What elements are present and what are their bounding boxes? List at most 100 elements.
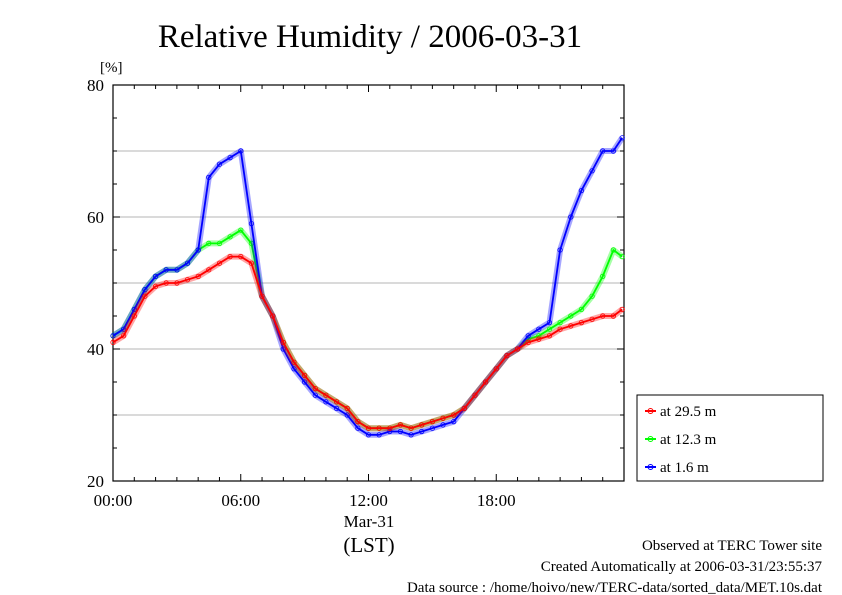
series-point <box>184 277 191 283</box>
series-point <box>482 379 489 385</box>
series-point <box>451 412 457 418</box>
legend-label: at 29.5 m <box>660 404 717 420</box>
series-point <box>536 333 542 339</box>
series-point <box>184 260 191 266</box>
series-point <box>238 148 244 154</box>
series-point <box>568 214 574 220</box>
series-point <box>323 392 329 398</box>
series-point <box>344 405 350 411</box>
x-tick-label: 12:00 <box>349 491 388 510</box>
x-axis-ticks: 00:00 06:00 12:00 18:00 <box>94 85 604 510</box>
series-point <box>238 227 244 233</box>
series-point <box>131 313 137 319</box>
series-point <box>451 418 457 425</box>
y-tick-label: 40 <box>87 340 104 359</box>
series-band <box>111 253 625 432</box>
series-point <box>174 267 180 273</box>
series-point <box>344 412 350 418</box>
series-point <box>419 428 425 435</box>
series-point <box>600 148 606 154</box>
series-line <box>112 255 623 430</box>
x-axis-label: (LST) <box>343 533 394 557</box>
footer-created: Created Automatically at 2006-03-31/23:5… <box>541 559 823 575</box>
legend-box <box>636 394 824 482</box>
series-point <box>323 399 329 405</box>
series-point <box>376 425 382 431</box>
x-axis-date-label: Mar-31 <box>344 512 395 531</box>
legend-label: at 12.3 m <box>660 432 717 448</box>
series-point <box>142 286 148 293</box>
series-point <box>557 326 563 332</box>
series-point <box>589 168 595 174</box>
series-point <box>504 352 510 359</box>
series-point <box>387 425 393 431</box>
series-point <box>578 188 585 194</box>
series-point <box>397 428 403 435</box>
series-point <box>546 326 553 332</box>
x-tick-label: 06:00 <box>221 491 260 510</box>
legend-marker <box>647 436 654 442</box>
series-point <box>206 174 212 180</box>
x-tick-label: 18:00 <box>477 491 516 510</box>
series-point <box>440 422 446 428</box>
series-point <box>568 323 574 329</box>
series-point <box>355 418 361 425</box>
series-point <box>365 425 372 431</box>
series-point <box>163 280 169 286</box>
series-point <box>387 428 393 435</box>
series-point <box>301 379 308 385</box>
series-point <box>610 313 617 319</box>
y-tick-label: 80 <box>87 76 104 95</box>
series-point <box>153 273 159 279</box>
legend-marker <box>647 408 654 414</box>
series-point <box>429 418 435 425</box>
series-point <box>195 273 201 279</box>
chart-title: Relative Humidity / 2006-03-31 <box>158 19 582 55</box>
series-point <box>376 432 382 438</box>
series-point <box>619 254 625 260</box>
series-point <box>174 280 180 286</box>
series-point <box>206 240 212 246</box>
x-tick-label: 00:00 <box>94 491 133 510</box>
series-point <box>280 339 286 345</box>
series-point <box>248 221 254 227</box>
series-point <box>163 267 169 273</box>
series-point <box>121 326 127 332</box>
series-point <box>238 254 244 260</box>
series-point <box>525 333 531 339</box>
series-point <box>333 405 340 411</box>
series-point <box>153 283 159 289</box>
series-point <box>557 247 563 253</box>
gridlines <box>113 150 624 416</box>
series-point <box>536 326 542 332</box>
series-point <box>578 306 585 312</box>
series-point <box>270 313 276 319</box>
series-point <box>280 346 286 352</box>
series-point <box>312 392 318 398</box>
y-tick-label: 20 <box>87 472 104 491</box>
series-point <box>121 333 127 339</box>
y-tick-label: 60 <box>87 208 104 227</box>
series-point <box>216 240 223 246</box>
series-point <box>600 273 606 279</box>
series-point <box>259 293 265 299</box>
series-point <box>546 319 553 326</box>
series-point <box>195 247 201 253</box>
series-point <box>546 333 553 339</box>
series-point <box>589 293 595 299</box>
series-point <box>472 392 478 398</box>
series-point <box>419 422 425 428</box>
series-point <box>333 399 340 405</box>
series-point <box>600 313 606 319</box>
y-axis-unit: [%] <box>100 60 123 76</box>
series-lines <box>110 135 625 438</box>
y-axis-ticks: 20 40 60 80 <box>87 76 624 491</box>
series-point <box>291 366 297 372</box>
series-band <box>111 136 625 438</box>
series-point <box>216 260 223 266</box>
series-point <box>461 405 467 411</box>
series-point <box>110 333 116 339</box>
series-point <box>408 432 414 438</box>
series-point <box>619 135 625 141</box>
